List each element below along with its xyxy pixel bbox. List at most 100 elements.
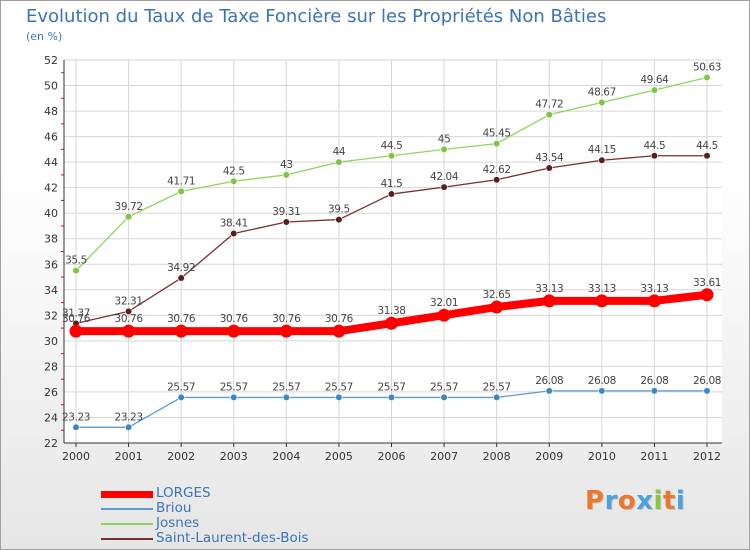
x-tick-label: 2002 xyxy=(167,450,195,463)
data-point xyxy=(177,187,185,195)
data-point xyxy=(703,73,711,82)
y-tick-label: 44 xyxy=(44,156,58,169)
y-tick-label: 22 xyxy=(44,437,58,450)
proxiti-logo: Proxiti xyxy=(585,486,685,516)
y-tick-label: 48 xyxy=(44,105,58,118)
data-point xyxy=(598,156,606,164)
x-tick-label: 2012 xyxy=(693,450,721,463)
data-labels: 35.5 39.72 41.71 42.5 43 44 44.5 45 45.45 47.72 48… xyxy=(62,61,721,423)
legend-swatch xyxy=(101,538,153,540)
data-label: 26.08 xyxy=(535,375,563,387)
data-label: 43.54 xyxy=(535,152,564,164)
data-label: 33.13 xyxy=(535,283,563,295)
data-point xyxy=(124,307,133,315)
data-point xyxy=(387,393,396,402)
data-label: 44.5 xyxy=(696,140,718,152)
series-saint-laurent-des-bois xyxy=(72,152,711,327)
data-point xyxy=(493,140,501,148)
data-label: 44.5 xyxy=(644,140,666,152)
data-label: 32.65 xyxy=(483,289,511,301)
logo-letter: i xyxy=(653,486,663,516)
y-tick-label: 46 xyxy=(44,131,58,144)
data-label: 30.76 xyxy=(220,313,249,325)
x-tick-label: 2004 xyxy=(272,450,300,463)
data-label: 30.76 xyxy=(325,313,354,325)
data-point xyxy=(437,308,451,322)
data-label: 48.67 xyxy=(588,87,616,99)
y-tick-label: 30 xyxy=(44,335,58,348)
data-point xyxy=(598,98,606,107)
x-tick-label: 2000 xyxy=(62,450,90,463)
axes: 22 24 26 28 30 32 34 36 38 40 42 44 46 48 50 52 2000 2001… xyxy=(44,54,722,463)
y-tick-label: 42 xyxy=(44,182,58,195)
data-label: 23.23 xyxy=(115,411,143,423)
data-label: 25.57 xyxy=(167,381,195,393)
unit-label: (en %) xyxy=(26,30,63,43)
data-point xyxy=(545,387,553,395)
x-tick-label: 2006 xyxy=(378,450,406,463)
x-tick-label: 2010 xyxy=(588,450,616,463)
logo-letter: t xyxy=(662,486,676,516)
data-label: 42.5 xyxy=(223,165,245,177)
data-label: 33.13 xyxy=(588,283,616,295)
data-point xyxy=(279,324,293,338)
x-tick-label: 2005 xyxy=(325,450,353,463)
series-josnes xyxy=(72,73,711,275)
data-label: 35.5 xyxy=(65,255,87,267)
chart-title: Evolution du Taux de Taxe Foncière sur l… xyxy=(26,6,607,27)
data-label: 47.72 xyxy=(535,99,563,111)
data-point xyxy=(230,229,238,238)
legend-label: Josnes xyxy=(156,515,200,531)
data-point xyxy=(227,324,241,338)
data-label: 23.23 xyxy=(62,411,90,423)
data-point xyxy=(332,324,346,338)
logo-letter: r xyxy=(604,486,618,516)
data-point xyxy=(177,393,185,402)
data-label: 30.76 xyxy=(272,313,301,325)
data-label: 42.62 xyxy=(483,164,511,176)
data-point xyxy=(335,215,343,224)
data-label: 39.5 xyxy=(328,204,350,216)
data-label: 45.45 xyxy=(483,128,511,140)
y-tick-label: 38 xyxy=(44,233,58,246)
data-point xyxy=(440,145,448,153)
data-label: 45 xyxy=(438,133,451,145)
data-point xyxy=(493,176,501,184)
data-point xyxy=(700,288,714,302)
data-point xyxy=(72,423,80,431)
data-label: 25.57 xyxy=(325,381,353,393)
data-label: 30.76 xyxy=(115,313,144,325)
data-point xyxy=(440,183,448,191)
data-label: 33.61 xyxy=(693,277,721,289)
data-point xyxy=(282,393,290,402)
data-point xyxy=(72,267,80,275)
y-tick-label: 40 xyxy=(44,207,58,220)
data-point xyxy=(177,274,185,282)
data-point xyxy=(595,294,609,308)
data-label: 44 xyxy=(333,146,346,158)
data-label: 41.71 xyxy=(167,175,195,187)
series-lorges xyxy=(69,288,714,338)
legend-swatch xyxy=(101,508,153,510)
data-label: 25.57 xyxy=(377,381,405,393)
data-label: 32.31 xyxy=(115,295,143,307)
legend-label: LORGES xyxy=(156,485,211,501)
data-point xyxy=(230,177,238,185)
data-label: 34.92 xyxy=(167,262,195,274)
logo-letter: P xyxy=(585,486,605,516)
data-point xyxy=(598,387,606,395)
data-label: 42.04 xyxy=(430,171,459,183)
logo-letter: o xyxy=(617,486,637,516)
data-point xyxy=(385,316,398,330)
data-point xyxy=(703,152,711,160)
y-tick-label: 52 xyxy=(44,54,58,67)
data-point xyxy=(282,171,290,179)
x-tick-label: 2009 xyxy=(535,450,563,463)
data-label: 25.57 xyxy=(272,381,300,393)
data-label: 49.64 xyxy=(640,74,669,86)
data-label: 44.5 xyxy=(381,140,403,152)
data-label: 41.5 xyxy=(381,178,403,190)
data-point xyxy=(335,158,343,166)
data-label: 25.57 xyxy=(430,381,458,393)
